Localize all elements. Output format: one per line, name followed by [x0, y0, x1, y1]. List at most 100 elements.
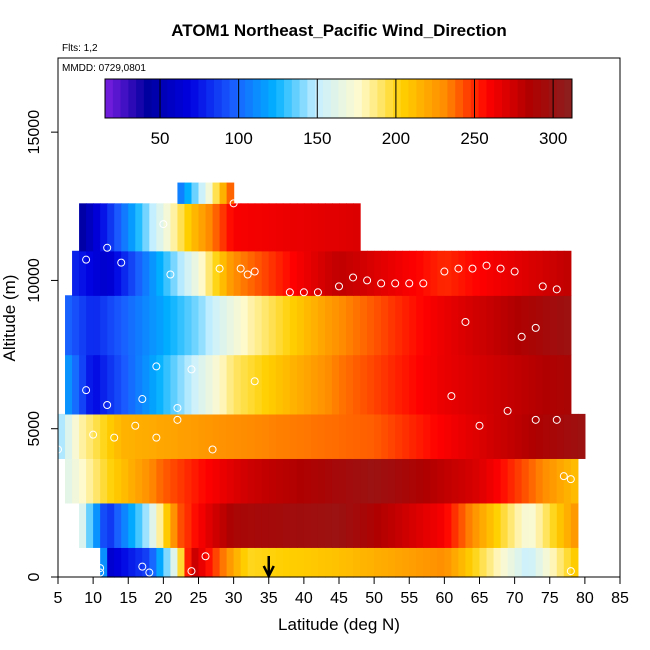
heatmap-cell — [507, 502, 516, 548]
heatmap-cell — [535, 458, 544, 504]
colorbar-swatch — [400, 79, 410, 118]
observation-point — [299, 288, 308, 297]
heatmap-cell — [465, 502, 474, 548]
heatmap-cell — [549, 458, 558, 504]
heatmap-cell — [324, 458, 333, 504]
heatmap-cell — [570, 547, 579, 578]
heatmap-cell — [542, 458, 551, 504]
heatmap-cell — [528, 250, 537, 296]
heatmap-cell — [374, 547, 382, 578]
x-tick-label: 10 — [84, 590, 102, 607]
colorbar-swatch — [408, 79, 417, 118]
heatmap-cell — [360, 413, 368, 459]
heatmap-cell — [556, 458, 565, 504]
heatmap-cell — [156, 354, 164, 415]
heatmap-cell — [549, 547, 558, 578]
heatmap-cell — [479, 413, 488, 459]
heatmap-cell — [451, 354, 460, 415]
colorbar-swatch — [299, 79, 308, 118]
heatmap-cell — [177, 203, 186, 252]
heatmap-cell — [121, 458, 129, 504]
heatmap-cell — [79, 250, 87, 296]
heatmap-cell — [282, 250, 291, 296]
heatmap-cell — [500, 502, 509, 548]
heatmap-cell — [317, 413, 326, 459]
observation-point — [559, 472, 568, 481]
heatmap-cell — [500, 413, 509, 459]
observation-point — [82, 386, 91, 395]
heatmap-cell — [191, 182, 200, 204]
heatmap-cell — [289, 354, 298, 415]
heatmap-cell — [500, 547, 509, 578]
heatmap-cell — [219, 547, 228, 578]
heatmap-cell — [310, 354, 319, 415]
heatmap-cell — [570, 413, 579, 459]
heatmap-cell — [100, 203, 108, 252]
heatmap-cell — [409, 250, 417, 296]
heatmap-cell — [486, 295, 495, 356]
colorbar-swatch — [252, 79, 262, 118]
heatmap-cell — [303, 354, 312, 415]
heatmap-cell — [205, 250, 214, 296]
x-tick-label: 5 — [54, 590, 63, 607]
heatmap-cell — [458, 458, 467, 504]
heatmap-cell — [128, 354, 136, 415]
heatmap-cell — [388, 458, 396, 504]
heatmap-cell — [86, 354, 94, 415]
heatmap-cell — [191, 250, 200, 296]
heatmap-cell — [528, 502, 537, 548]
observation-point — [447, 392, 456, 401]
heatmap-cell — [254, 354, 263, 415]
heatmap-cell — [268, 354, 277, 415]
colorbar-swatch — [540, 79, 550, 118]
heatmap-cell — [535, 547, 544, 578]
heatmap-cell — [191, 354, 200, 415]
colorbar-swatch — [276, 79, 285, 118]
heatmap-cell — [381, 354, 389, 415]
heatmap-cell — [114, 250, 122, 296]
heatmap-cell — [261, 502, 270, 548]
colorbar-swatch — [431, 79, 441, 118]
heatmap-cell — [121, 250, 129, 296]
colorbar-swatch — [322, 79, 332, 118]
heatmap-cell — [521, 458, 530, 504]
heatmap-cell — [493, 354, 502, 415]
heatmap-cell — [254, 413, 263, 459]
heatmap-cell — [135, 458, 143, 504]
heatmap-cell — [282, 354, 291, 415]
heatmap-cell — [444, 458, 452, 504]
heatmap-cell — [437, 354, 445, 415]
heatmap-cell — [212, 203, 221, 252]
heatmap-cell — [360, 547, 368, 578]
heatmap-cell — [458, 250, 467, 296]
heatmap-cell — [479, 458, 488, 504]
heatmap-cell — [493, 413, 502, 459]
observation-point — [152, 362, 161, 371]
heatmap-cell — [163, 502, 171, 548]
heatmap-cell — [142, 458, 150, 504]
observation-point — [103, 400, 112, 409]
heatmap-cell — [465, 250, 474, 296]
heatmap-cell — [149, 295, 157, 356]
heatmap-cell — [556, 354, 565, 415]
heatmap-cell — [226, 502, 235, 548]
heatmap-cell — [170, 354, 179, 415]
heatmap-cell — [374, 502, 382, 548]
heatmap-cell — [114, 502, 122, 548]
heatmap-cell — [388, 502, 396, 548]
heatmap-cell — [289, 458, 298, 504]
heatmap-cell — [563, 547, 572, 578]
observation-point — [313, 288, 322, 297]
heatmap-cell — [219, 250, 228, 296]
observation-point — [138, 395, 147, 404]
y-tick-label: 15000 — [26, 110, 43, 155]
heatmap-cell — [458, 354, 467, 415]
heatmap-cell — [339, 502, 347, 548]
heatmap-cell — [219, 413, 228, 459]
heatmap-cell — [184, 413, 193, 459]
heatmap-cell — [331, 203, 340, 252]
heatmap-cell — [381, 413, 389, 459]
heatmap-cell — [521, 354, 530, 415]
heatmap-cell — [93, 250, 101, 296]
heatmap-cell — [395, 547, 403, 578]
